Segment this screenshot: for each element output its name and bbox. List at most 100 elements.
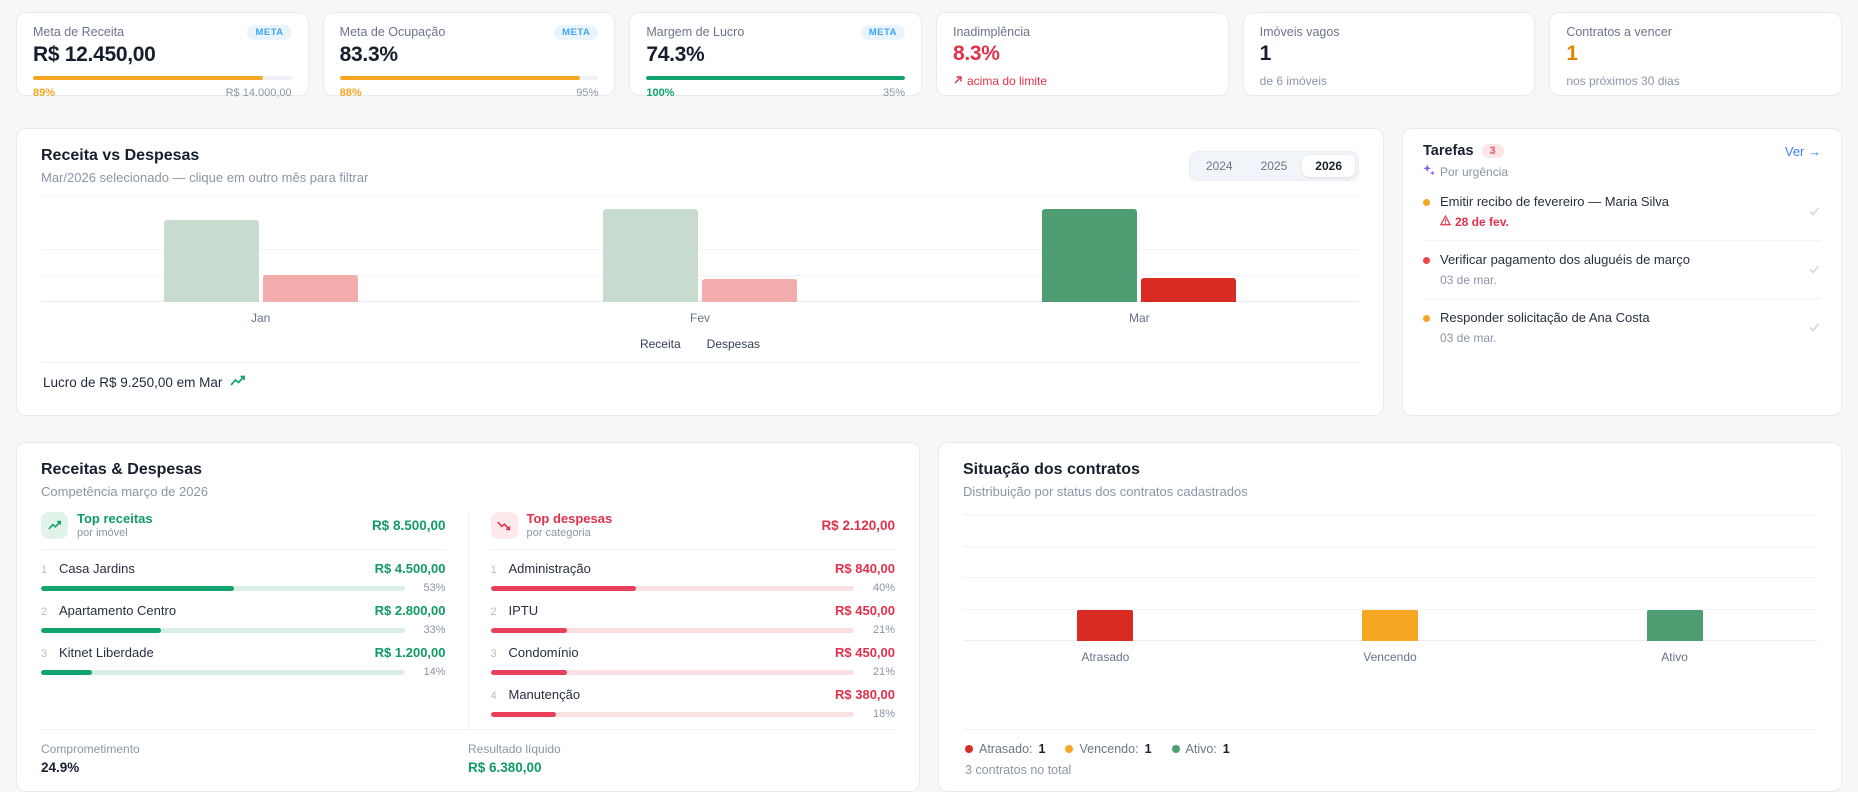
- kpi-card-contratos-vencer: Contratos a vencer 1 nos próximos 30 dia…: [1549, 12, 1842, 96]
- status-dot: [1171, 745, 1180, 753]
- bar-group-ativo: [1532, 515, 1817, 641]
- legend-label: Vencendo:: [1079, 742, 1139, 756]
- pct-label: 18%: [872, 708, 895, 720]
- bar-track: [490, 669, 854, 675]
- status-dot: [965, 745, 973, 753]
- kpi-label: Inadimplência: [952, 25, 1031, 39]
- kpi-foot-right: 95%: [576, 87, 599, 99]
- panel-title: Receita vs Despesas: [41, 147, 200, 164]
- legend-value: 1: [1222, 742, 1230, 756]
- bar-fill: [490, 585, 636, 591]
- complete-task-button[interactable]: [1807, 196, 1821, 229]
- rank-number: 2: [41, 606, 48, 618]
- kpi-card-meta-ocupacao: Meta de Ocupação META 83.3% 88% 95%: [322, 12, 616, 99]
- task-due: 03 de mar.: [1440, 331, 1497, 345]
- pct-label: 33%: [423, 624, 446, 636]
- kpi-foot-right: 35%: [882, 87, 905, 99]
- warning-icon: [1439, 214, 1452, 229]
- tab-2026[interactable]: 2026: [1302, 155, 1355, 177]
- kpi-note-text: acima do limite: [966, 74, 1048, 88]
- kpi-value: 8.3%: [952, 42, 1000, 65]
- priority-dot: [1423, 199, 1430, 206]
- despesa-value: R$ 380,00: [835, 687, 895, 702]
- gridline: [963, 514, 1817, 515]
- year-tabs: 2024 2025 2026: [1188, 151, 1359, 181]
- kpi-foot-left: 89%: [33, 87, 56, 99]
- despesa-value: R$ 840,00: [835, 561, 895, 576]
- revenue-chart-footer: Lucro de R$ 9.250,00 em Mar: [41, 362, 1359, 404]
- complete-task-button[interactable]: [1807, 254, 1821, 287]
- kpi-label: Meta de Ocupação: [339, 25, 446, 39]
- bar-group-jan[interactable]: [41, 197, 480, 302]
- gridline: [41, 274, 1359, 276]
- task-item[interactable]: Emitir recibo de fevereiro — Maria Silva…: [1423, 183, 1821, 241]
- task-due: 03 de mar.: [1440, 273, 1497, 287]
- bar-fill: [41, 585, 234, 591]
- pct-label: 21%: [872, 624, 895, 636]
- legend-item-vencendo: Vencendo: 1: [1065, 742, 1152, 756]
- task-title: Responder solicitação de Ana Costa: [1440, 310, 1650, 325]
- receitas-total: R$ 8.500,00: [371, 517, 446, 533]
- bar-atrasado: [1077, 609, 1134, 641]
- meta-badge: META: [860, 25, 905, 40]
- bar-fill: [490, 627, 567, 633]
- complete-task-button[interactable]: [1807, 312, 1821, 345]
- task-title: Emitir recibo de fevereiro — Maria Silva: [1440, 194, 1670, 209]
- tasks-view-all-link[interactable]: Ver →: [1784, 143, 1821, 159]
- kpi-value: 74.3%: [646, 43, 705, 66]
- category-name: IPTU: [508, 603, 539, 618]
- gridline: [963, 577, 1817, 578]
- despesas-heading: Top despesas: [526, 511, 613, 526]
- resultado-liquido-value: R$ 6.380,00: [468, 760, 542, 775]
- despesa-value: R$ 450,00: [835, 645, 895, 660]
- bar-group-mar[interactable]: [920, 197, 1359, 302]
- task-item[interactable]: Responder solicitação de Ana Costa 03 de…: [1423, 299, 1821, 356]
- x-axis-label-jan: Jan: [250, 311, 271, 325]
- category-name: Administração: [508, 561, 591, 576]
- task-item[interactable]: Verificar pagamento dos aluguéis de març…: [1423, 241, 1821, 299]
- bar-group-fev[interactable]: [480, 197, 919, 302]
- rank-number: 1: [490, 564, 497, 576]
- kpi-card-meta-receita: Meta de Receita META R$ 12.450,00 89% R$…: [16, 12, 309, 99]
- contracts-x-axis: Atrasado Vencendo Ativo: [963, 650, 1817, 664]
- kpi-note: de 6 imóveis: [1259, 74, 1328, 88]
- bar-receita-jan[interactable]: [163, 219, 259, 302]
- panel-title: Receitas & Despesas: [41, 461, 202, 478]
- tab-2024[interactable]: 2024: [1193, 155, 1246, 177]
- panel-subtitle: Distribuição por status dos contratos ca…: [963, 484, 1248, 499]
- kpi-note: acima do limite: [953, 74, 1212, 88]
- gridline: [41, 196, 1359, 197]
- property-name: Apartamento Centro: [59, 603, 177, 618]
- rank-number: 1: [41, 564, 48, 576]
- contracts-chart: [963, 514, 1817, 641]
- legend-item-ativo: Ativo: 1: [1171, 742, 1230, 756]
- bar-receita-mar[interactable]: [1042, 208, 1138, 302]
- gridline: [963, 608, 1817, 610]
- bar-ativo: [1646, 609, 1703, 641]
- legend-value: 1: [1038, 742, 1046, 756]
- bar-despesas-jan[interactable]: [262, 274, 358, 302]
- arrow-up-right-icon: [953, 74, 963, 88]
- kpi-card-imoveis-vagos: Imóveis vagos 1 de 6 imóveis: [1242, 12, 1536, 96]
- kpi-note: nos próximos 30 dias: [1566, 74, 1680, 88]
- bar-despesas-fev[interactable]: [701, 278, 797, 302]
- bar-despesas-mar[interactable]: [1141, 278, 1237, 302]
- category-name: Manutenção: [508, 687, 581, 702]
- tasks-title: Tarefas: [1423, 143, 1474, 159]
- kpi-value: 1: [1566, 42, 1578, 65]
- bar-receita-fev[interactable]: [602, 209, 698, 302]
- finance-footer: Comprometimento 24.9% Resultado líquido …: [41, 729, 895, 791]
- kpi-card-inadimplencia: Inadimplência 8.3% acima do limite: [935, 12, 1229, 96]
- rank-number: 4: [490, 690, 497, 702]
- tasks-panel: Tarefas 3 Ver → Por urgência Emitir reci…: [1402, 128, 1842, 416]
- legend-item-atrasado: Atrasado: 1: [965, 742, 1045, 756]
- receita-value: R$ 1.200,00: [374, 645, 446, 660]
- progress-track: [646, 76, 905, 80]
- tab-2025[interactable]: 2025: [1248, 155, 1301, 177]
- panel-title: Situação dos contratos: [963, 461, 1140, 478]
- bar-vencendo: [1361, 609, 1418, 641]
- trending-up-icon: [230, 375, 246, 390]
- rank-number: 2: [490, 606, 497, 618]
- kpi-label: Meta de Receita: [33, 25, 125, 39]
- meta-badge: META: [247, 25, 292, 40]
